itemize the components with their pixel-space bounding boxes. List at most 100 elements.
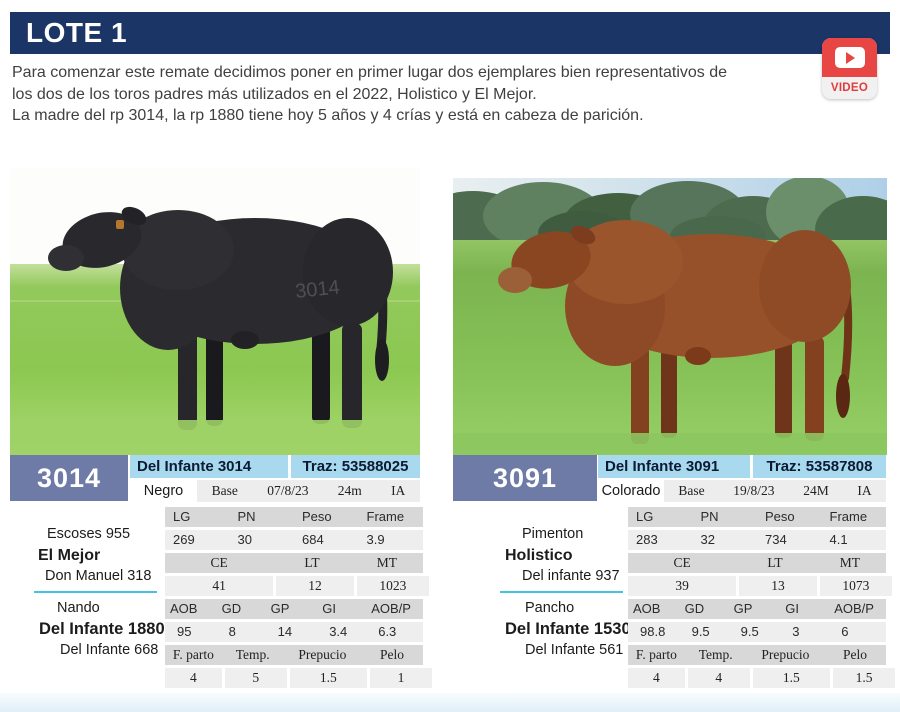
metric-label: CE (673, 555, 691, 570)
metric-value: 4 (165, 668, 222, 688)
sire-sire: Pimenton (522, 526, 584, 542)
metric-label: Frame (366, 509, 405, 524)
scrotal-value-row: 41 12 1023 (165, 576, 429, 596)
metric-label: LG (636, 509, 654, 524)
metric-value: 12 (276, 576, 354, 596)
metric-label: MT (839, 555, 860, 570)
traceability-cell: Traz: 53588025 (291, 455, 420, 478)
red-bull-silhouette (498, 220, 853, 444)
metric-value: 8 (228, 624, 236, 639)
scrotal-value-row: 39 13 1073 (628, 576, 892, 596)
sire-dam: Del infante 937 (522, 568, 620, 584)
page-bottom-fade (0, 693, 900, 712)
foreground-grass (10, 420, 420, 455)
metric-label: GI (322, 601, 336, 616)
sire: El Mejor (38, 547, 101, 564)
bull-photo-3014: 3014 (10, 168, 420, 455)
metric-label: LT (304, 555, 320, 570)
metric-label: Peso (765, 509, 795, 524)
metric-label: LG (173, 509, 191, 524)
metric-value: 4 (687, 668, 750, 688)
dam: Del Infante 1530 (505, 620, 631, 638)
bull-name-cell: Del Infante 3014 (130, 455, 288, 478)
lot-title: LOTE 1 (26, 17, 128, 48)
metric-label: Prepucio (761, 647, 810, 662)
traceability-number: Traz: 53588025 (302, 458, 409, 475)
video-button-label: VIDEO (830, 82, 869, 94)
metric-value: 1.5 (289, 668, 368, 688)
bull-photo-3091 (453, 178, 887, 455)
age: 24M (803, 483, 829, 498)
metric-value: 6.3 (378, 624, 397, 639)
pedigree-divider (34, 591, 157, 593)
metric-label: CE (210, 555, 228, 570)
metric-value: 4 (628, 668, 685, 688)
scrotal-header-row: CE LT MT (165, 553, 423, 573)
metric-value: 9.5 (691, 624, 710, 639)
metric-value: 1073 (819, 576, 892, 596)
black-bull-silhouette: 3014 (48, 206, 393, 430)
metric-value: 6 (841, 624, 849, 639)
lot-number-badge: 3014 (10, 455, 128, 501)
hip-brand: 3014 (294, 276, 341, 303)
metric-value: 5 (224, 668, 287, 688)
metric-value: 734 (765, 532, 787, 547)
metric-label: Temp. (698, 647, 733, 662)
lot-number: 3014 (36, 462, 102, 493)
scrotal-header-row: CE LT MT (628, 553, 886, 573)
sire: Holistico (505, 547, 573, 564)
dam-sire: Nando (57, 600, 100, 616)
measurements-table-3091: LG PN Peso Frame 283 32 734 4.1 CE LT MT… (628, 507, 895, 691)
traceability-number: Traz: 53587808 (766, 458, 873, 475)
carcass-header-row: AOB GD GP GI AOB/P (165, 599, 423, 619)
metric-label: F. parto (635, 647, 677, 662)
metric-label: GI (785, 601, 799, 616)
intro-line: La madre del rp 3014, la rp 1880 tiene h… (12, 107, 644, 124)
base-label: Base (678, 483, 705, 498)
intro-line: Para comenzar este remate decidimos pone… (12, 64, 728, 81)
score-header-row: F. parto Temp. Prepucio Pelo (628, 645, 886, 665)
metric-label: GD (221, 601, 242, 616)
metric-label: GP (270, 601, 290, 616)
dam: Del Infante 1880 (39, 620, 165, 638)
bull-info-row: Negro Base 07/8/23 24m IA (130, 480, 420, 502)
coat-color: Negro (130, 480, 197, 502)
metric-value: 41 (165, 576, 274, 596)
lot-title-bar: LOTE 1 (10, 12, 890, 54)
bull-name-cell: Del Infante 3091 (598, 455, 750, 478)
traceability-cell: Traz: 53587808 (753, 455, 886, 478)
coat-color: Colorado (598, 480, 664, 502)
intro-paragraph: Para comenzar este remate decidimos pone… (12, 62, 812, 127)
metric-label: AOB/P (371, 601, 411, 616)
sire-sire: Escoses 955 (47, 526, 131, 542)
measurements-table-3014: LG PN Peso Frame 269 30 684 3.9 CE LT MT… (165, 507, 432, 691)
metric-value: 14 (277, 624, 293, 639)
metric-value: 95 (177, 624, 192, 639)
carcass-value-row: 98.8 9.5 9.5 3 6 (628, 622, 886, 642)
dam-dam: Del Infante 561 (525, 642, 624, 658)
metric-value: 9.5 (740, 624, 759, 639)
metric-value: 1.5 (752, 668, 831, 688)
carcass-header-row: AOB GD GP GI AOB/P (628, 599, 886, 619)
growth-value-row: 269 30 684 3.9 (165, 530, 423, 550)
metric-label: Pelo (842, 647, 867, 662)
score-header-row: F. parto Temp. Prepucio Pelo (165, 645, 423, 665)
video-button[interactable]: VIDEO (822, 38, 877, 99)
pedigree-3091: Pimenton Holistico Del infante 937 Panch… (495, 524, 631, 661)
metric-value: 269 (173, 532, 195, 547)
pedigree-3014: Escoses 955 El Mejor Don Manuel 318 Nand… (10, 524, 165, 661)
lot-number: 3091 (492, 462, 558, 493)
metric-value: 684 (302, 532, 324, 547)
metric-value: 13 (739, 576, 817, 596)
metric-label: AOB (633, 601, 661, 616)
play-icon (846, 51, 855, 64)
sire-dam: Don Manuel 318 (45, 568, 152, 584)
metric-label: Temp. (235, 647, 270, 662)
metric-value: 39 (628, 576, 737, 596)
base-label: Base (211, 483, 238, 498)
sale-date: 19/8/23 (733, 483, 775, 498)
lot-number-badge: 3091 (453, 455, 597, 501)
youtube-icon (822, 38, 877, 77)
age: 24m (337, 483, 362, 498)
